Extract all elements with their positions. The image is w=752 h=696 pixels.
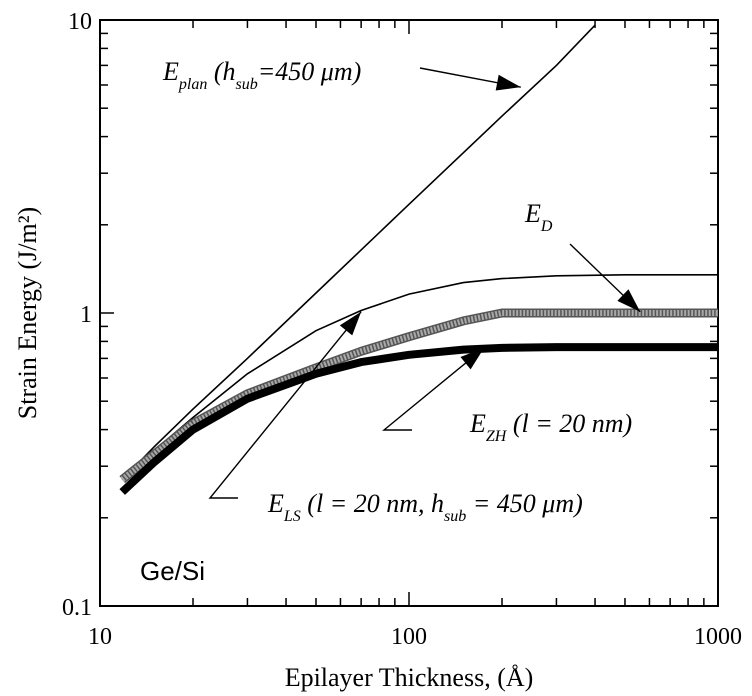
label-LS: ELS (l = 20 nm, hsub = 450 μm) — [267, 489, 583, 525]
annotations-group: Eplan (hsub=450 μm) ED EZH (l = 20 nm) ELS … — [162, 57, 641, 525]
series-group — [119, 24, 718, 495]
y-tick-label: 10 — [68, 9, 92, 35]
x-tick-label: 1000 — [694, 624, 742, 650]
tick-labels: 10 100 1000 0.1 1 10 — [62, 9, 742, 650]
series-ZH-line — [119, 343, 718, 495]
series-plan-line — [121, 24, 596, 481]
arrowhead-ZH — [460, 347, 485, 370]
arrowhead-plan — [495, 74, 521, 91]
x-axis-title: Epilayer Thickness, (Å) — [285, 663, 534, 692]
material-label: Ge/Si — [140, 556, 205, 586]
series-D-line — [120, 310, 718, 482]
series-D-edge — [119, 308, 718, 484]
y-tick-label: 0.1 — [62, 595, 92, 621]
label-ZH: EZH (l = 20 nm) — [469, 409, 632, 445]
leader-LS — [208, 311, 362, 499]
arrowhead-LS — [339, 311, 362, 336]
label-D: ED — [524, 199, 553, 235]
y-tick-label: 1 — [80, 302, 92, 328]
axis-ticks — [99, 19, 719, 607]
x-tick-label: 10 — [88, 624, 112, 650]
arrowhead-D — [617, 289, 641, 312]
label-plan: Eplan (hsub=450 μm) — [162, 57, 361, 93]
leader-ZH — [382, 347, 485, 431]
x-tick-label: 100 — [391, 624, 427, 650]
y-axis-title: Strain Energy (J/m²) — [13, 207, 42, 419]
